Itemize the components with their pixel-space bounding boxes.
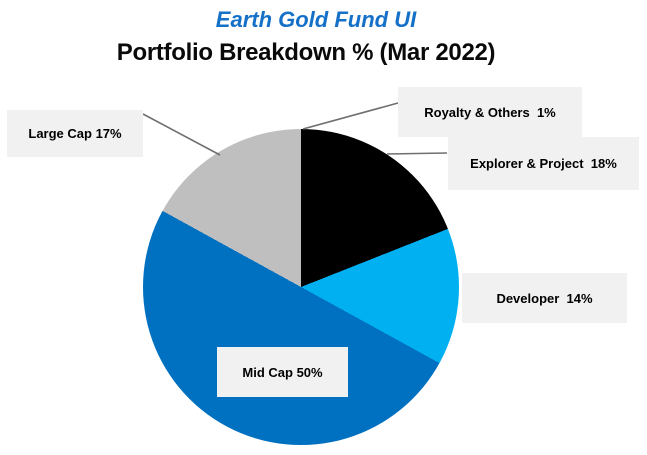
chart-subtitle: Portfolio Breakdown % (Mar 2022) bbox=[116, 39, 496, 66]
chart-title: Earth Gold Fund UI bbox=[215, 7, 417, 32]
leader-line-royalty bbox=[302, 102, 399, 130]
leader-line-large-cap bbox=[142, 113, 221, 156]
label-explorer-project: Explorer & Project 18% bbox=[448, 137, 639, 190]
label-developer: Developer 14% bbox=[462, 273, 627, 323]
label-large-cap: Large Cap 17% bbox=[7, 110, 143, 157]
label-royalty-others: Royalty & Others 1% bbox=[398, 87, 582, 137]
label-mid-cap: Mid Cap 50% bbox=[217, 347, 348, 397]
leader-line-explorer bbox=[386, 152, 448, 155]
pie-chart bbox=[143, 129, 459, 445]
